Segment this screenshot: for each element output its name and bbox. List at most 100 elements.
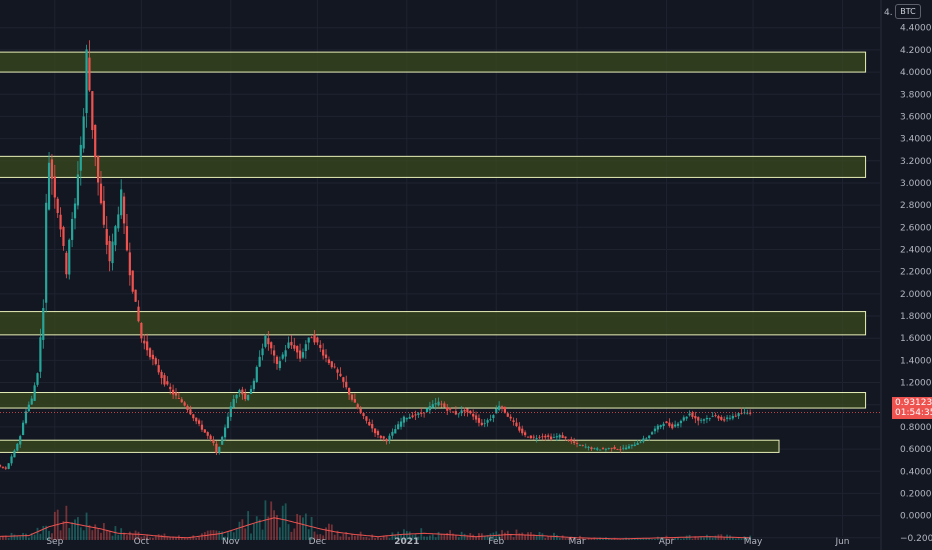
candle-body <box>662 423 665 427</box>
candle-body <box>639 441 642 443</box>
volume-bar <box>313 531 316 540</box>
support-resistance-zone <box>0 439 780 453</box>
volume-bar <box>662 537 665 540</box>
candle-body <box>157 365 160 373</box>
volume-bar <box>137 531 140 540</box>
candle-body <box>423 412 426 414</box>
volume-bar <box>348 536 351 540</box>
candle-body <box>734 415 737 417</box>
volume-bar <box>567 538 570 540</box>
candle-body <box>642 438 645 442</box>
candle-body <box>21 422 25 436</box>
volume-bar <box>100 532 102 540</box>
candle-body <box>552 437 556 438</box>
volume-bar <box>97 529 99 540</box>
volume-bar <box>143 536 146 540</box>
candle-body <box>45 202 48 303</box>
volume-bar <box>212 530 215 540</box>
candle-body <box>512 420 515 422</box>
volume-bar <box>677 537 679 540</box>
candle-body <box>278 361 281 369</box>
candle-body <box>122 196 126 224</box>
candle-body <box>137 306 140 322</box>
candle-body <box>668 422 671 426</box>
time-tick-label: Dec <box>309 537 326 547</box>
candle-body <box>19 436 22 445</box>
candle-body <box>509 416 512 419</box>
candle-body <box>700 419 703 421</box>
volume-bar <box>697 537 700 540</box>
candle-body <box>4 467 7 469</box>
candle-body <box>492 415 495 419</box>
volume-bar <box>126 535 128 540</box>
candle-body <box>33 385 36 401</box>
candle-body <box>581 444 584 446</box>
volume-bar <box>258 519 261 540</box>
candle-body <box>446 407 449 411</box>
candle-body <box>362 413 365 416</box>
volume-bar <box>371 534 374 540</box>
candle-body <box>24 411 28 424</box>
candle-body <box>307 337 310 343</box>
volume-bar <box>388 538 391 540</box>
candle-body <box>671 424 674 429</box>
time-tick-label: Apr <box>659 537 675 547</box>
candle-body <box>697 417 700 421</box>
support-resistance-zone <box>0 311 867 336</box>
candle-body <box>529 435 532 439</box>
volume-bar <box>547 536 550 540</box>
time-tick-label: Feb <box>488 537 504 547</box>
volume-bar <box>336 530 339 540</box>
volume-bar <box>570 536 573 540</box>
volume-bar <box>590 538 593 540</box>
candle-body <box>350 394 354 400</box>
volume-bar <box>619 538 622 540</box>
candle-body <box>440 403 443 405</box>
candle-body <box>434 403 437 405</box>
candle-body <box>573 441 576 444</box>
volume-bar <box>408 531 411 540</box>
candle-body <box>720 417 723 420</box>
candle-body <box>82 116 85 149</box>
volume-bar <box>382 535 385 540</box>
candle-body <box>301 352 305 358</box>
candle-body <box>549 436 553 440</box>
volume-bar <box>645 537 648 540</box>
volume-bar <box>71 522 74 540</box>
candle-body <box>249 388 253 395</box>
candle-body <box>310 337 313 339</box>
volume-bar <box>521 532 524 540</box>
candle-body <box>117 214 120 229</box>
candle-body <box>411 415 414 418</box>
volume-bar <box>397 531 400 540</box>
candle-body <box>319 344 322 348</box>
volume-bar <box>573 537 576 540</box>
ticker-badge[interactable]: BTC <box>895 4 921 19</box>
volume-bar <box>82 530 85 540</box>
candle-body <box>114 226 117 246</box>
candle-body <box>454 411 457 415</box>
volume-bar <box>440 533 443 540</box>
candle-body <box>96 155 100 183</box>
candle-body <box>399 421 403 427</box>
volume-bar <box>278 527 281 540</box>
volume-bar <box>117 534 120 540</box>
volume-bar <box>287 524 290 540</box>
candle-body <box>498 405 501 410</box>
candle-body <box>197 420 201 424</box>
candle-body <box>290 341 293 346</box>
candle-body <box>702 419 706 421</box>
candle-body <box>376 431 380 435</box>
candle-body <box>73 203 77 219</box>
scale-corner-label: 4. <box>884 8 893 18</box>
candle-body <box>688 413 691 416</box>
volume-bar <box>659 537 662 540</box>
candle-body <box>622 447 625 449</box>
volume-bar <box>128 531 131 540</box>
volume-bar <box>345 532 348 540</box>
